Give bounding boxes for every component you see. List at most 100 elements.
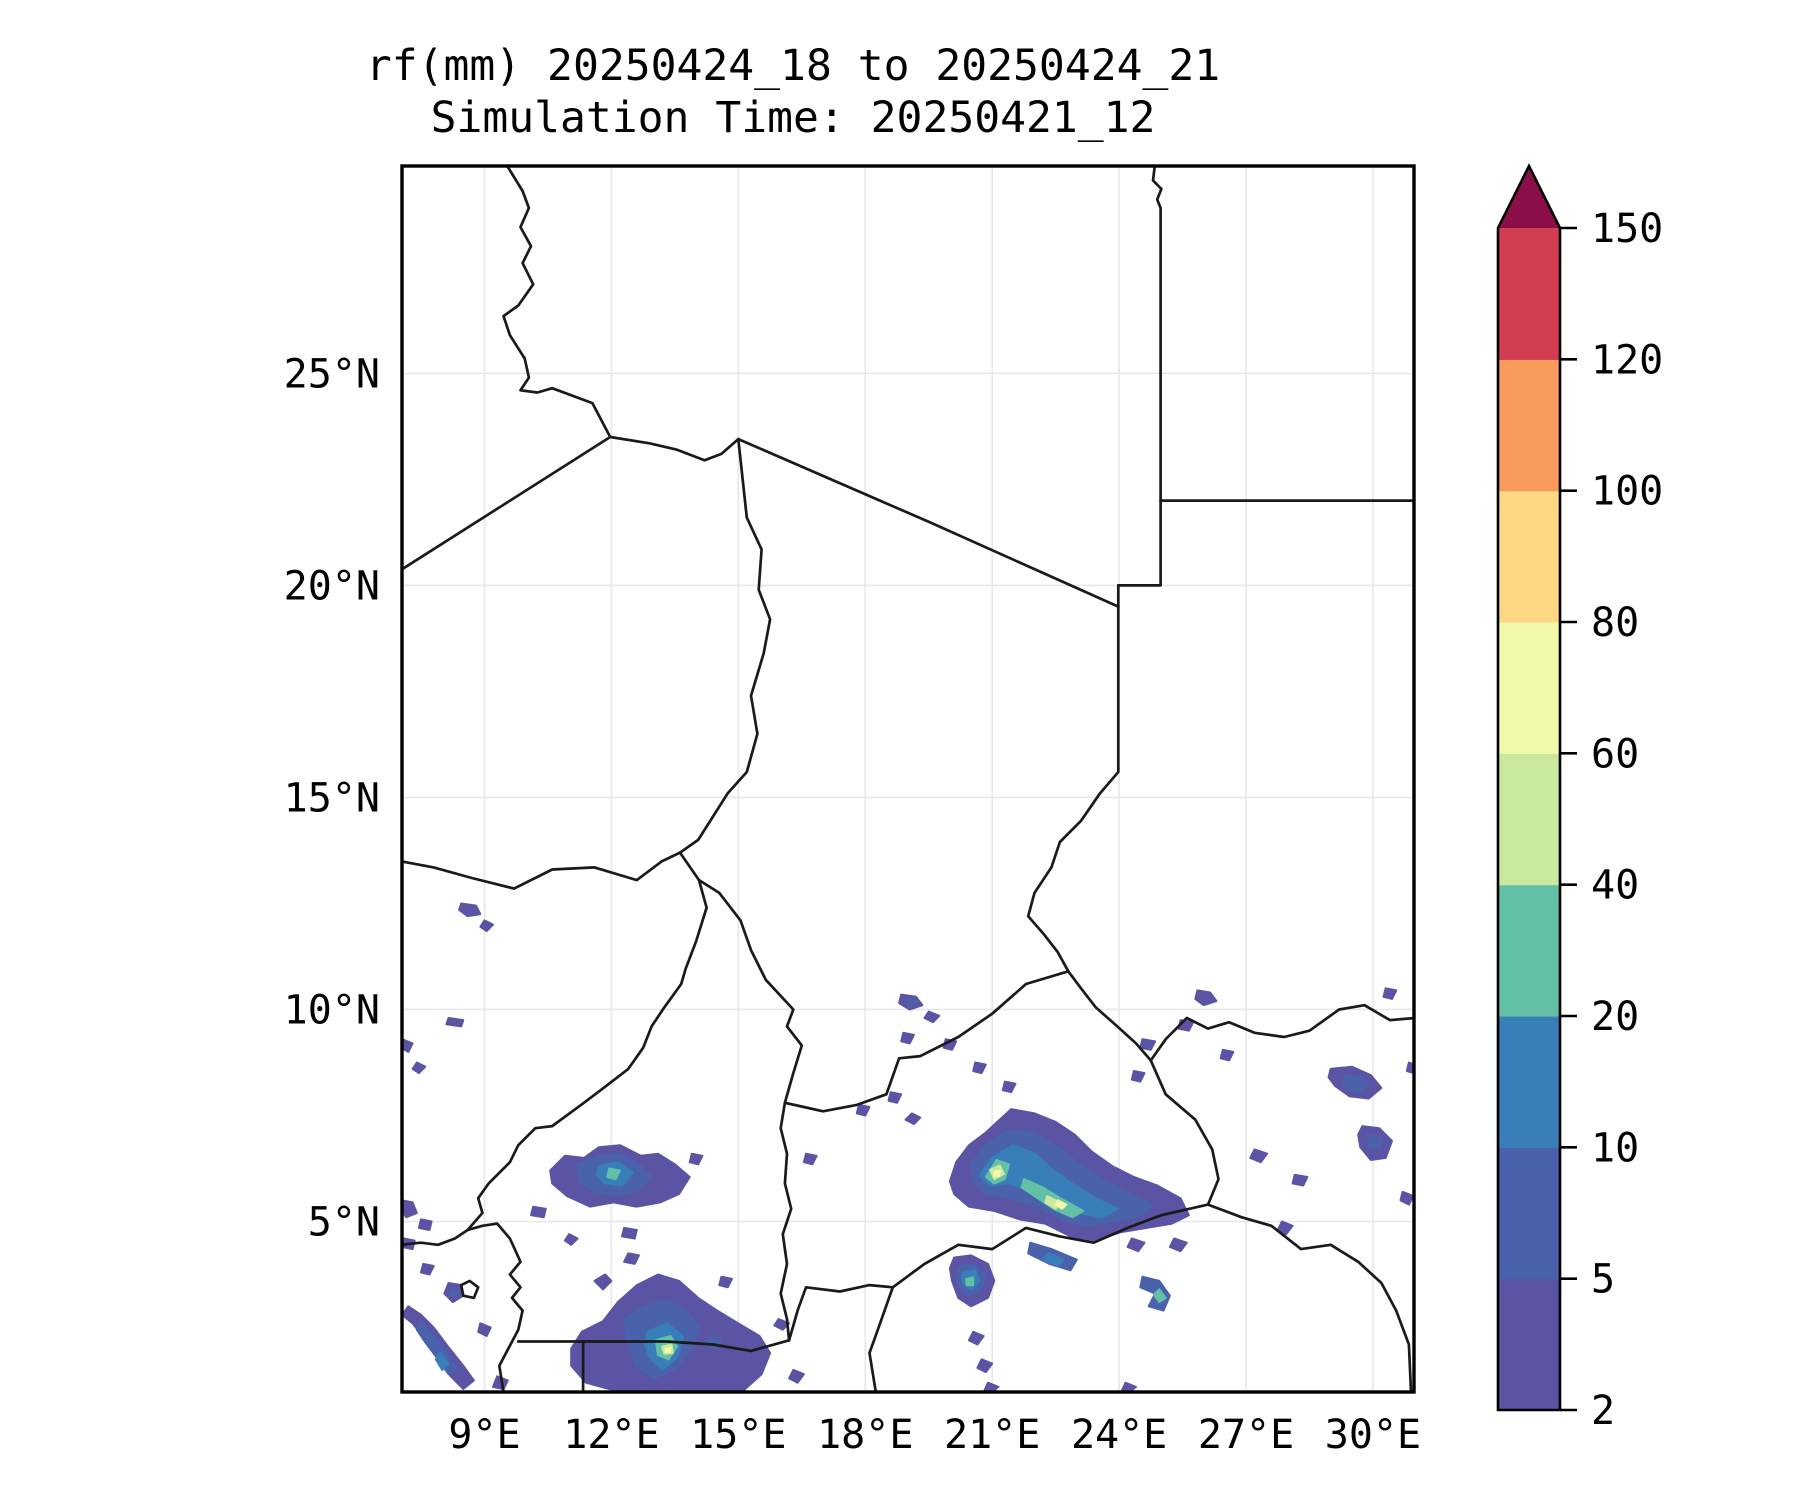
rain-cell-level2 — [1367, 1133, 1383, 1151]
rain-cell-level1 — [788, 1368, 805, 1384]
rain-cell-level1 — [887, 1091, 903, 1104]
rain-cell-level3 — [978, 1144, 1118, 1219]
y-tick-label: 25°N — [284, 351, 380, 397]
colorbar-tick-label: 5 — [1591, 1257, 1615, 1303]
rain-cell-level3 — [1042, 1252, 1066, 1267]
rain-cell-level1 — [718, 1275, 733, 1289]
colorbar-segment — [1498, 359, 1560, 492]
rain-cell-level1 — [972, 1061, 987, 1075]
rain-cell-level6 — [664, 1346, 672, 1354]
border-niger-chad — [678, 437, 772, 854]
rain-cell-level1 — [1276, 1220, 1294, 1236]
colorbar-outline — [1496, 163, 1562, 1412]
country-borders — [402, 166, 1414, 1392]
border-libya-sudan — [1116, 499, 1162, 587]
colorbar-tick-label: 150 — [1591, 206, 1663, 252]
colorbar-tick-label: 2 — [1591, 1388, 1615, 1434]
border-algeria-niger — [402, 435, 612, 571]
rain-cell-level2 — [448, 1288, 460, 1299]
border-cameroon-car — [779, 1101, 793, 1342]
rain-cell-level1 — [1001, 1080, 1017, 1094]
rain-cell-level1 — [623, 1252, 640, 1265]
rain-cell-level1 — [1168, 1237, 1188, 1253]
x-tick-label: 24°E — [1071, 1412, 1167, 1458]
rain-cell-level1 — [967, 1330, 985, 1346]
rain-cell-level1 — [563, 1233, 579, 1246]
rain-cell-level1 — [1126, 1237, 1146, 1253]
border-chad-sudan — [1026, 584, 1120, 973]
rain-cell-level4 — [606, 1167, 621, 1181]
x-tick-label: 30°E — [1325, 1412, 1421, 1458]
rain-cell-level1 — [530, 1205, 547, 1219]
rain-cell-level1 — [802, 1152, 818, 1166]
border-cameroon-chad — [697, 878, 804, 1105]
rain-cell-level1 — [621, 1226, 638, 1240]
y-tick-label: 10°N — [284, 987, 380, 1033]
border-cameroon-south — [581, 1338, 791, 1353]
rain-cell-level1 — [1249, 1148, 1269, 1164]
border-algeria-libya — [502, 166, 612, 439]
rain-cell-level1 — [402, 1199, 418, 1219]
border-libya-egypt — [1151, 166, 1163, 502]
border-congo-drc — [868, 1285, 895, 1392]
rain-cell-level1 — [1399, 1190, 1414, 1206]
colorbar-over-arrow — [1498, 166, 1560, 228]
rain-cell-level6 — [1054, 1199, 1068, 1210]
border-niger-libya — [608, 435, 740, 462]
rainfall-cells — [402, 902, 1414, 1392]
rain-cell-level3 — [434, 1352, 450, 1371]
colorbar-tick-label: 20 — [1591, 994, 1639, 1040]
rain-cell-level1 — [1219, 1048, 1235, 1062]
border-chad-car — [783, 969, 1070, 1113]
x-tick-label: 9°E — [448, 1412, 520, 1458]
rain-cell-level1 — [477, 1322, 492, 1337]
x-tick-label: 18°E — [817, 1412, 913, 1458]
rain-cell-level1 — [1120, 1381, 1137, 1392]
rain-cell-level1 — [855, 1103, 871, 1117]
rain-cell-level1 — [773, 1318, 791, 1331]
colorbar-segment — [1498, 1147, 1560, 1280]
rain-cell-level1 — [1130, 1070, 1146, 1083]
colorbar-tick-label: 100 — [1591, 469, 1663, 515]
rain-cell-level2 — [1342, 1074, 1370, 1094]
rain-cell-level1 — [976, 1358, 994, 1374]
rain-cell-level1 — [1382, 987, 1398, 1000]
rain-cell-level4 — [1152, 1288, 1167, 1304]
map-frame — [400, 164, 1416, 1394]
rain-cell-level1 — [445, 1017, 465, 1028]
colorbar-tick-label: 10 — [1591, 1125, 1639, 1171]
rain-cell-level1 — [479, 919, 494, 932]
x-tick-label: 12°E — [563, 1412, 659, 1458]
y-tick-label: 20°N — [284, 563, 380, 609]
gridlines — [402, 166, 1414, 1392]
border-bioko-island — [459, 1279, 480, 1300]
rain-cell-level1 — [1194, 989, 1218, 1007]
x-tick-label: 15°E — [690, 1412, 786, 1458]
border-car-sudan — [1066, 969, 1153, 1062]
colorbar-tick-label: 40 — [1591, 863, 1639, 909]
colorbar-tick-label: 60 — [1591, 731, 1639, 777]
y-axis-labels: 5°N 10°N 15°N 20°N 25°N — [284, 351, 380, 1245]
figure-title-line1: rf(mm) 20250424_18 to 20250424_21 — [366, 41, 1220, 91]
rain-cell-level1 — [420, 1262, 435, 1276]
border-car-south-sudan — [1149, 1059, 1220, 1206]
rain-cell-level1 — [411, 1061, 427, 1075]
colorbar-tick-label: 80 — [1591, 600, 1639, 646]
rain-cell-level1 — [1139, 1038, 1157, 1051]
rain-cell-level1 — [1291, 1173, 1309, 1187]
rain-cell-level1 — [593, 1273, 613, 1291]
rain-cell-level2 — [905, 997, 917, 1008]
colorbar-segment — [1498, 490, 1560, 623]
colorbar-tick-label: 120 — [1591, 337, 1663, 383]
figure-title-line2: Simulation Time: 20250421_12 — [431, 93, 1156, 143]
border-nigeria-cameroon — [466, 878, 708, 1232]
y-tick-label: 5°N — [308, 1200, 380, 1246]
y-tick-label: 15°N — [284, 775, 380, 821]
colorbar: 2 5 10 20 40 60 80 100 120 150 — [1496, 163, 1663, 1434]
rain-cell-level1 — [923, 1010, 941, 1024]
border-niger-nigeria — [402, 851, 682, 890]
rain-cell-level1 — [417, 1218, 433, 1231]
x-tick-label: 27°E — [1198, 1412, 1294, 1458]
